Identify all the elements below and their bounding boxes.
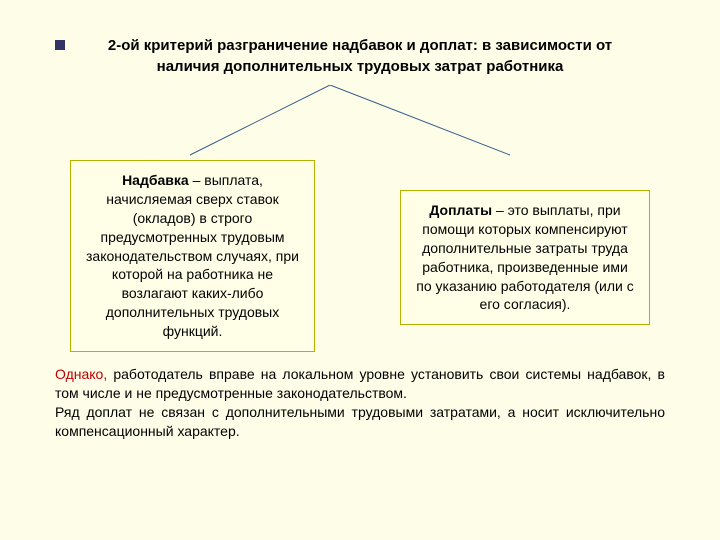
connector-lines: [0, 85, 720, 165]
page-title: 2-ой критерий разграничение надбавок и д…: [60, 35, 660, 77]
lead-word: Однако,: [55, 366, 107, 382]
term-doplaty: Доплаты: [429, 202, 492, 218]
title-line-2: наличия дополнительных трудовых затрат р…: [157, 58, 564, 75]
bottom-p2: Ряд доплат не связан с дополнительными т…: [55, 404, 665, 439]
edge-right: [330, 85, 510, 155]
edge-left: [190, 85, 330, 155]
definition-box-nadbavka: Надбавка – выплата, начисляемая сверх ст…: [70, 160, 315, 352]
bottom-p1: работодатель вправе на локальном уровне …: [55, 366, 665, 401]
term-nadbavka: Надбавка: [122, 172, 189, 188]
bottom-paragraph: Однако, работодатель вправе на локальном…: [55, 365, 665, 441]
text-nadbavka: – выплата, начисляемая сверх ставок (окл…: [86, 172, 299, 339]
definition-box-doplaty: Доплаты – это выплаты, при помощи которы…: [400, 190, 650, 325]
title-line-1: 2-ой критерий разграничение надбавок и д…: [108, 37, 612, 54]
text-doplaty: – это выплаты, при помощи которых компен…: [416, 202, 634, 312]
